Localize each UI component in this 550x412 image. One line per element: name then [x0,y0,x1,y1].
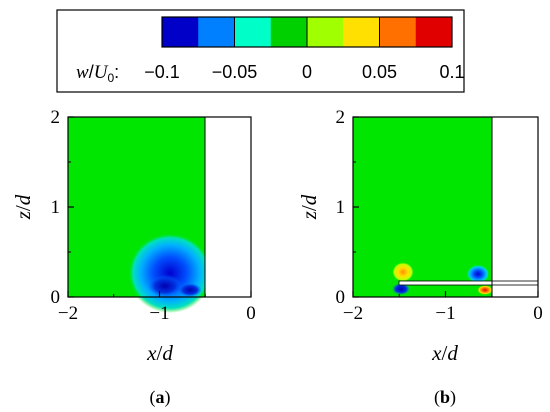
panel-b: −2 −1 0 0 1 2 x/d z/d (b) [297,107,543,408]
colorbar-title: w/U0: [76,62,119,85]
y-tick-label: 1 [51,197,61,218]
colorbar-legend: −0.1 −0.05 0 0.05 0.1 w/U0: [56,9,465,93]
colorbar-tick-label: 0.05 [362,62,397,82]
colorbar-tick-label: −0.05 [212,62,258,82]
x-axis-label-a: x/d [146,341,173,365]
y-axis-label-b: z/d [297,194,321,220]
positive-region-b-2 [477,285,493,295]
y-tick-label: 1 [336,197,346,218]
x-tick-label: −2 [343,303,363,324]
negative-region-b-2 [467,265,489,283]
axes-b: −2 −1 0 0 1 2 [336,107,543,324]
y-tick-label: 2 [51,107,61,128]
y-tick-label: 0 [336,287,346,308]
colorbar-segment [379,17,417,47]
blank-region-a [205,117,251,297]
colorbar-segment [234,17,272,47]
axes-a: −2 −1 0 0 1 2 [51,107,256,324]
y-axis-label-a: z/d [11,194,35,220]
vortex-core-a-1 [148,275,182,297]
colorbar-segment [343,17,380,47]
vortex-core-a-2 [178,283,202,297]
negative-region-b-1 [392,283,410,295]
y-tick-label: 0 [51,287,61,308]
vortex-region-a [128,233,212,313]
y-tick-label: 2 [336,107,346,128]
colorbar-segment [307,17,344,47]
colorbar-segment [270,17,308,47]
positive-region-b-1 [392,262,414,282]
colorbar-ticks: −0.1 −0.05 0 0.05 0.1 [144,17,465,82]
blank-region-b [492,117,538,297]
x-tick-label: 0 [533,303,543,324]
colorbar-segment [198,17,235,47]
x-tick-label: 0 [246,303,256,324]
colorbar-segments [162,17,453,47]
x-axis-label-b: x/d [431,341,458,365]
colorbar-tick-label: 0 [302,62,312,82]
x-tick-label: −1 [149,303,169,324]
colorbar-tick-label: −0.1 [144,62,180,82]
colorbar-segment [415,17,453,47]
colorbar-segment [162,17,199,47]
x-tick-label: −2 [58,303,78,324]
caption-a: (a) [150,387,171,408]
panel-a: −2 −1 0 0 1 2 x/d z/d (a) [11,107,256,408]
plate-b [398,280,539,286]
caption-b: (b) [434,387,456,408]
field-background-b [353,117,492,297]
colorbar-tick-label: 0.1 [439,62,464,82]
x-tick-label: −1 [435,303,455,324]
